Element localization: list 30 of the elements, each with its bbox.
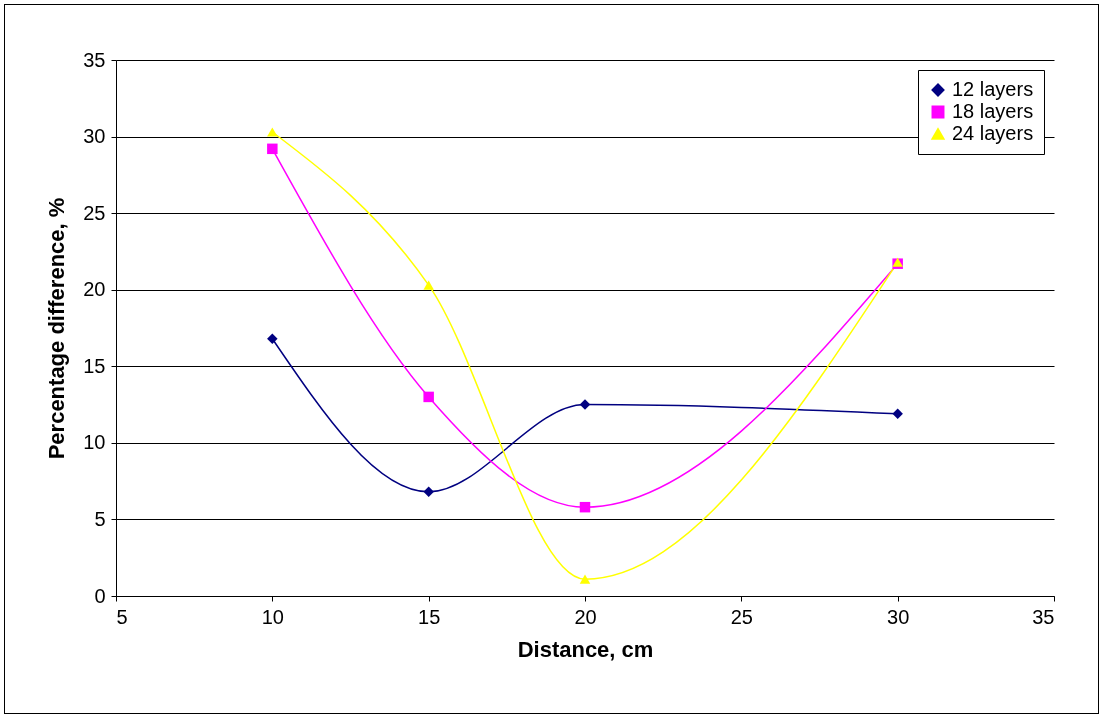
x-tick-label: 10 — [261, 605, 284, 628]
point — [267, 127, 278, 137]
y-tick-label: 35 — [83, 48, 106, 71]
y-axis-title: Percentage difference, % — [44, 197, 70, 460]
y-tick-label: 20 — [83, 278, 106, 301]
x-tick-label: 25 — [730, 605, 753, 628]
x-tick-label: 5 — [116, 605, 128, 628]
y-tick-label: 10 — [83, 431, 106, 454]
y-tick-label: 0 — [94, 584, 106, 607]
point — [579, 501, 591, 513]
point — [892, 408, 903, 419]
point — [579, 399, 591, 410]
x-tick-label: 30 — [887, 605, 910, 628]
x-tick-label: 35 — [1032, 605, 1055, 628]
legend-label: 12 layers — [952, 78, 1034, 100]
point — [423, 486, 434, 498]
y-tick-label: 5 — [94, 507, 106, 530]
y-tick-label: 15 — [83, 354, 106, 377]
point — [267, 143, 278, 155]
point — [267, 333, 278, 344]
legend-label: 18 layers — [952, 100, 1034, 122]
y-tick-label: 25 — [83, 201, 106, 224]
x-axis-title: Distance, cm — [517, 636, 654, 662]
x-tick-label: 15 — [418, 605, 441, 628]
legend-label: 24 layers — [952, 122, 1034, 144]
point — [423, 391, 434, 403]
point — [423, 280, 434, 290]
x-tick-label: 20 — [574, 605, 597, 628]
point — [579, 574, 591, 584]
y-tick-label: 30 — [83, 125, 106, 148]
